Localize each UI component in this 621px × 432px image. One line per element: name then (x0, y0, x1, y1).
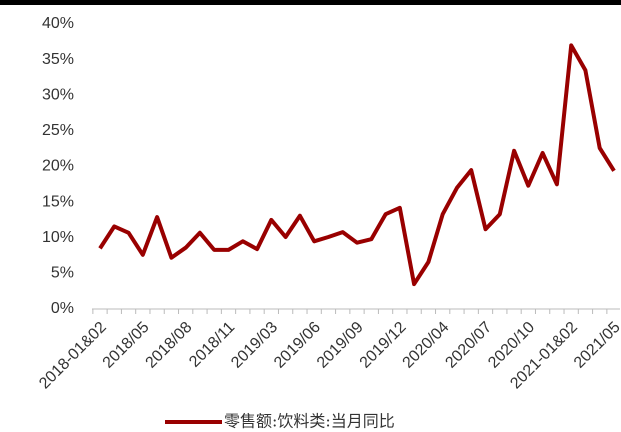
x-tick-label: 2019/12 (357, 319, 410, 372)
y-tick-label: 15% (42, 193, 74, 210)
y-tick-label: 40% (42, 15, 74, 32)
x-tick-label: 2018-01&02 (36, 319, 110, 393)
x-tick-label: 2018/05 (100, 319, 153, 372)
x-tick-label: 2018/08 (143, 319, 196, 372)
line (98, 43, 616, 287)
x-tick-label: 2019/06 (271, 319, 324, 372)
x-tick-label: 2020/04 (400, 319, 453, 372)
x-tick-label: 2020/07 (442, 319, 495, 372)
top-rule (0, 0, 621, 5)
y-tick-label: 30% (42, 86, 74, 103)
y-tick-label: 0% (51, 300, 74, 317)
y-tick-label: 35% (42, 51, 74, 68)
x-tick-label: 2021/05 (571, 319, 621, 372)
x-tick-label: 2019/09 (314, 319, 367, 372)
y-tick-label: 5% (51, 265, 74, 282)
y-tick-label: 10% (42, 229, 74, 246)
y-tick-label: 20% (42, 158, 74, 175)
x-tick-label: 2019/03 (228, 319, 281, 372)
legend-label: 零售额:饮料类:当月同比 (224, 412, 395, 431)
y-tick-label: 25% (42, 122, 74, 139)
